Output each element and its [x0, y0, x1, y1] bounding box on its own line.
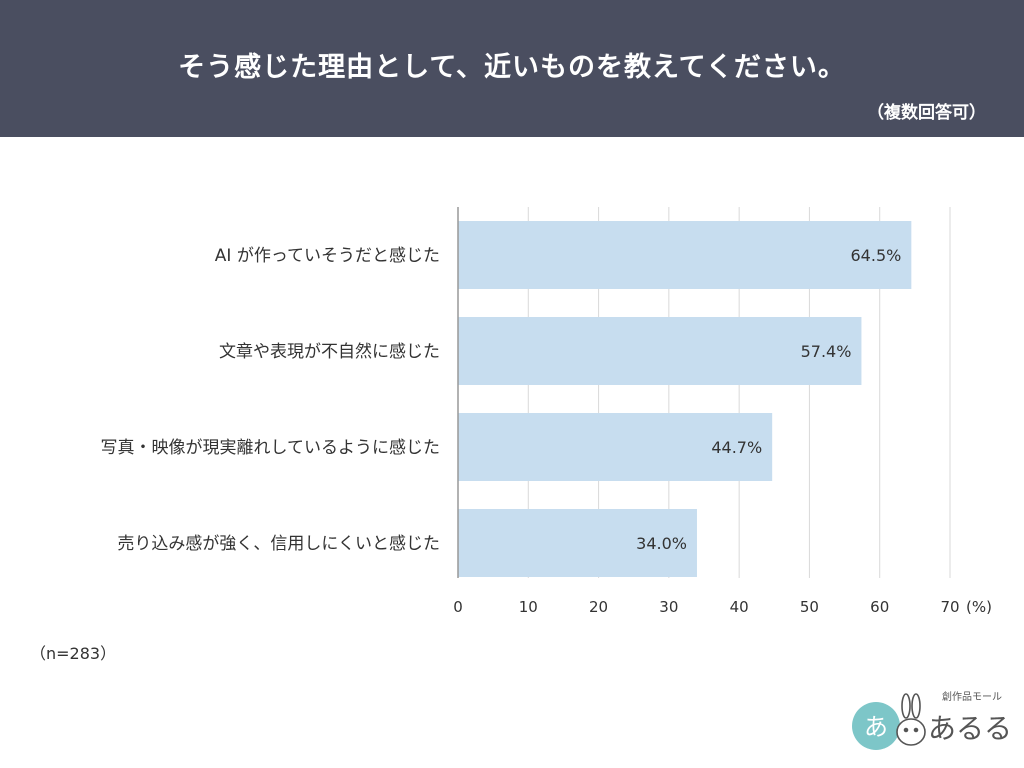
bar: [458, 317, 862, 385]
x-unit-label: (%): [966, 598, 992, 616]
x-tick-label: 20: [589, 598, 608, 616]
value-label: 64.5%: [851, 246, 902, 265]
x-tick-label: 10: [519, 598, 538, 616]
bar: [458, 509, 697, 577]
value-label: 57.4%: [801, 342, 852, 361]
x-tick-label: 30: [659, 598, 678, 616]
bar: [458, 221, 912, 289]
value-label: 44.7%: [711, 438, 762, 457]
svg-text:創作品モール: 創作品モール: [942, 691, 1002, 703]
page-subtitle: （複数回答可）: [867, 103, 986, 123]
svg-text:あるる: あるる: [928, 712, 1012, 745]
x-tick-label: 40: [730, 598, 749, 616]
category-label: 文章や表現が不自然に感じた: [219, 342, 440, 362]
rabbit-icon: [896, 693, 926, 746]
x-tick-label: 50: [800, 598, 819, 616]
x-tick-label: 60: [870, 598, 889, 616]
svg-text:あ: あ: [864, 713, 888, 741]
logo-circle-icon: [852, 702, 900, 750]
value-label: 34.0%: [636, 534, 687, 553]
category-label: AI が作っていそうだと感じた: [215, 246, 440, 266]
category-label: 写真・映像が現実離れしているように感じた: [101, 438, 441, 458]
category-label: 売り込み感が強く、信用しにくいと感じた: [117, 534, 440, 554]
x-tick-label: 0: [453, 598, 463, 616]
page-title: そう感じた理由として、近いものを教えてください。: [178, 52, 846, 83]
x-tick-label: 70: [940, 598, 959, 616]
header: そう感じた理由として、近いものを教えてください。 （複数回答可）: [0, 0, 1024, 137]
brand-logo: あ 創作品モール あるる: [852, 691, 1012, 750]
bar: [458, 413, 773, 481]
sample-size-note: （n=283）: [30, 644, 117, 663]
